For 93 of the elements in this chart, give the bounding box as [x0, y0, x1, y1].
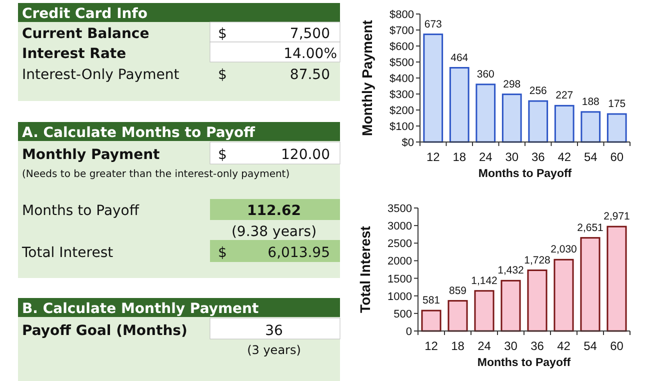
bar [421, 310, 442, 332]
data-label: 464 [450, 52, 468, 64]
y-tick-label: 1500 [388, 273, 412, 286]
text: Monthly Payment [22, 147, 160, 163]
data-label: 256 [529, 85, 548, 98]
y-tick-label: $0 [402, 137, 414, 149]
y-tick-label: 3500 [388, 203, 412, 215]
bar [580, 111, 601, 143]
y-tick-label: 500 [394, 308, 412, 320]
y-tick-label: 3000 [388, 220, 412, 233]
x-tick-label: 60 [610, 339, 624, 353]
text: 7,500 [290, 26, 330, 42]
y-tick-label: 2000 [388, 256, 412, 268]
y-tick-label: $100 [390, 121, 414, 133]
bar [528, 100, 548, 143]
y-axis-title: Monthly Payment [359, 20, 375, 136]
x-tick-label: 36 [531, 150, 546, 164]
bar [476, 84, 496, 143]
x-tick-label: 60 [610, 150, 624, 164]
text: $ [218, 67, 227, 83]
data-label: 1,432 [498, 264, 524, 277]
text: 87.50 [290, 67, 330, 83]
bar [554, 258, 574, 332]
text: 36 [265, 323, 283, 339]
bar [448, 300, 468, 332]
data-label: 581 [422, 294, 440, 307]
bar [554, 104, 574, 143]
text: $ [218, 26, 227, 42]
text: Total Interest [21, 245, 114, 261]
x-tick-label: 18 [451, 339, 465, 353]
y-tick-label: $200 [390, 105, 414, 117]
text: Current Balance [22, 26, 150, 42]
text: Interest Rate [22, 46, 126, 62]
text: Payoff Goal (Months) [22, 323, 188, 339]
x-tick-label: 24 [478, 339, 492, 353]
text: (3 years) [247, 343, 301, 357]
y-tick-label: $400 [390, 73, 414, 85]
bar [606, 226, 627, 332]
y-tick-label: $300 [390, 89, 414, 101]
y-tick-label: $700 [390, 25, 414, 37]
y-axis-title: Total Interest [357, 226, 373, 313]
text: B. Calculate Monthly Payment [22, 301, 260, 317]
bar [474, 290, 494, 332]
text: 112.62 [246, 203, 302, 219]
y-tick-label: 0 [406, 326, 412, 338]
text: Months to Payoff [22, 203, 140, 219]
data-label: 673 [424, 18, 442, 30]
x-tick-label: 42 [557, 339, 571, 353]
y-tick-label: $500 [390, 57, 414, 69]
y-tick-label: 2500 [388, 238, 412, 250]
x-tick-label: 18 [452, 150, 466, 164]
bar [527, 270, 548, 332]
data-label: 298 [503, 78, 521, 90]
text: 120.00 [281, 147, 330, 163]
text: (9.38 years) [231, 224, 317, 240]
data-label: 175 [608, 98, 626, 110]
data-label: 1,728 [524, 254, 551, 266]
text: A. Calculate Months to Payoff [22, 125, 256, 141]
x-axis-title: Months to Payoff [478, 168, 572, 180]
x-tick-label: 42 [558, 150, 572, 164]
text: $ [218, 245, 227, 261]
data-label: 360 [476, 68, 495, 80]
bar [502, 94, 522, 143]
x-tick-label: 30 [505, 150, 519, 164]
y-tick-label: 1000 [388, 290, 412, 303]
bar [606, 113, 627, 143]
data-label: 2,651 [577, 222, 604, 234]
bar [423, 34, 444, 143]
data-label: 227 [556, 90, 574, 102]
x-tick-label: 12 [426, 150, 440, 164]
x-tick-label: 24 [478, 150, 493, 164]
x-tick-label: 54 [584, 339, 598, 353]
data-label: 1,142 [471, 274, 498, 287]
text: (Needs to be greater than the interest-only payment) [22, 169, 290, 180]
data-label: 2,971 [604, 210, 630, 223]
y-tick-label: $600 [390, 41, 414, 53]
x-tick-label: 30 [504, 339, 518, 353]
data-label: 188 [582, 96, 600, 108]
x-tick-label: 36 [530, 339, 544, 353]
bar [500, 280, 521, 332]
bar [449, 67, 470, 143]
x-tick-label: 54 [584, 150, 598, 164]
text: Interest-Only Payment [22, 67, 180, 83]
x-axis-title: Months to Payoff [477, 357, 571, 369]
text: Credit Card Info [22, 6, 148, 22]
data-label: 859 [448, 284, 467, 297]
text: 6,013.95 [268, 245, 330, 261]
data-label: 2,030 [550, 244, 578, 256]
text: 14.00% [284, 46, 337, 62]
text: $ [218, 147, 227, 163]
bar [580, 237, 600, 332]
y-tick-label: $800 [390, 9, 414, 21]
x-tick-label: 12 [424, 339, 438, 353]
